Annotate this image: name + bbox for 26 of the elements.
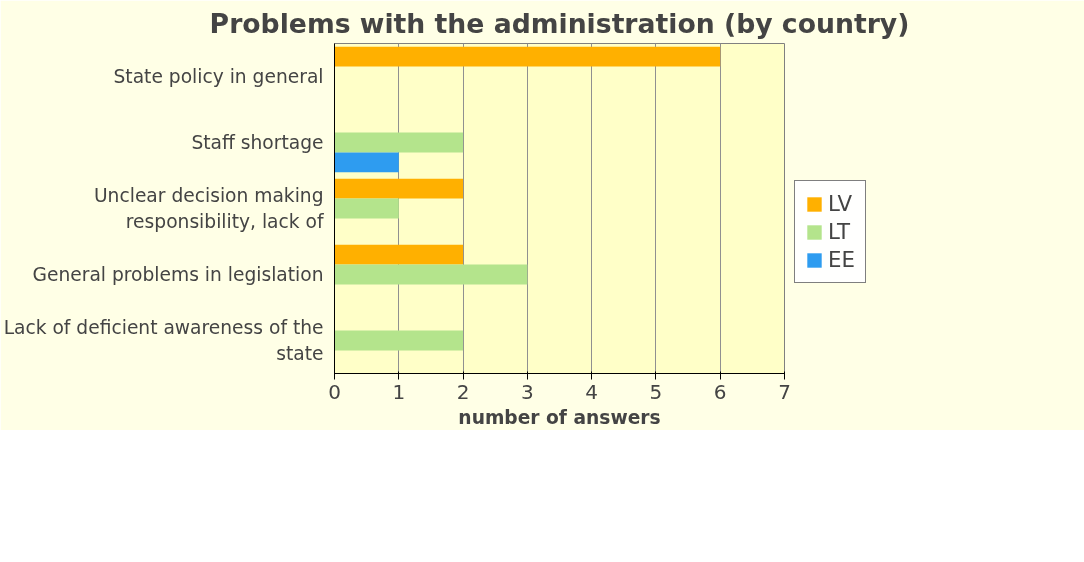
x-tick-label: 2 bbox=[456, 379, 470, 404]
x-tick-label: 4 bbox=[585, 379, 599, 404]
bar bbox=[334, 178, 464, 199]
x-tick-label: 5 bbox=[649, 379, 663, 404]
legend-label: LV bbox=[828, 191, 853, 216]
x-axis-title: number of answers bbox=[458, 406, 661, 428]
bar bbox=[334, 152, 399, 173]
y-tick-label: Staff shortage bbox=[191, 132, 324, 153]
x-tick-label: 7 bbox=[778, 379, 791, 404]
x-tick-label: 6 bbox=[713, 379, 727, 404]
y-tick-label: State policy in general bbox=[113, 66, 324, 87]
y-tick-label: General problems in legislation bbox=[32, 264, 324, 285]
x-tick-label: 0 bbox=[328, 379, 341, 404]
bar bbox=[334, 264, 528, 285]
chart-title: Problems with the administration (by country) bbox=[209, 7, 910, 39]
y-tick-label: Lack of deficient awareness of the state bbox=[3, 317, 324, 364]
bar bbox=[334, 46, 721, 67]
x-tick-label: 1 bbox=[392, 379, 406, 404]
bar bbox=[334, 132, 464, 153]
bar bbox=[334, 198, 399, 219]
y-tick-label: Unclear decision making responsibility, lack of bbox=[93, 185, 324, 232]
legend-label: LT bbox=[828, 219, 850, 244]
bar bbox=[334, 330, 464, 351]
x-tick-label: 3 bbox=[520, 379, 534, 404]
bar bbox=[334, 244, 464, 265]
legend-label: EE bbox=[828, 247, 855, 272]
